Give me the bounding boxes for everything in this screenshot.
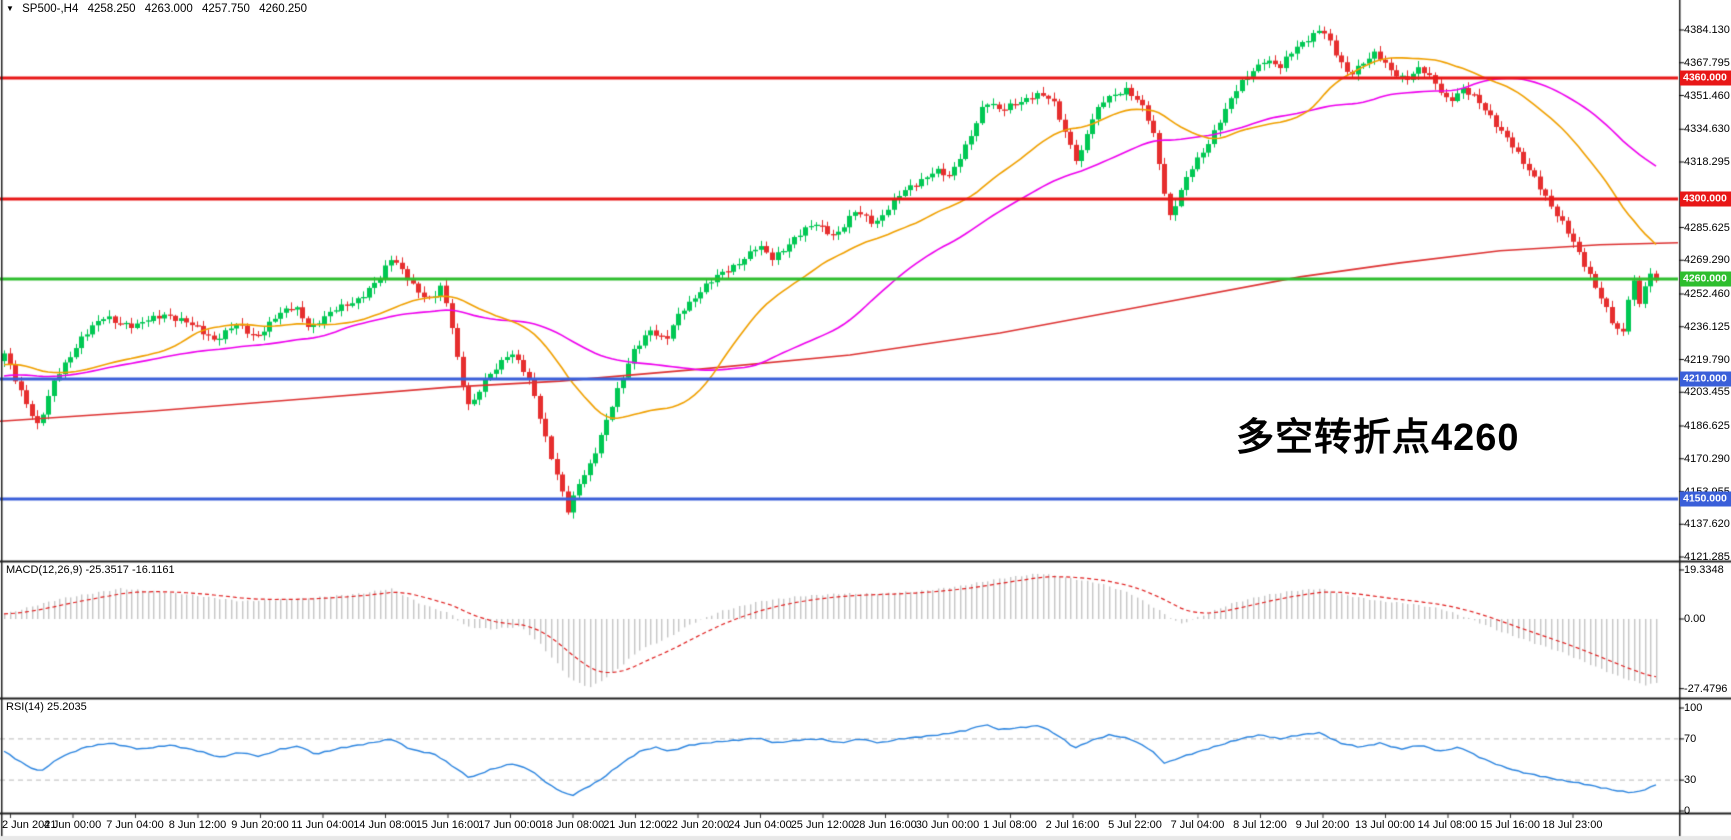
symbol-timeframe: SP500-,H4 [22,3,79,15]
time-tick-label: 30 Jun 00:00 [915,819,980,831]
price-level-badge: 4360.000 [1680,70,1731,86]
ohlc-close: 4260.250 [259,3,308,15]
price-tick: 4269.290 [1684,254,1730,267]
time-tick-label: 14 Jul 08:00 [1417,819,1478,831]
time-tick-label: 2 Jul 16:00 [1045,819,1100,831]
chart-annotation-text: 多空转折点4260 [1236,417,1520,459]
chart-title-bar: ▼ SP500-,H4 4258.250 4263.000 4257.750 4… [6,3,313,15]
time-tick-label: 8 Jun 12:00 [168,819,227,831]
time-tick-label: 15 Jul 16:00 [1480,819,1540,831]
time-tick-label: 25 Jun 12:00 [790,819,855,831]
ohlc-open: 4258.250 [87,3,136,15]
time-tick-label: 4 Jun 00:00 [43,819,102,831]
price-tick: 4170.290 [1684,452,1730,465]
price-tick: 4285.625 [1684,221,1730,234]
time-tick-label: 14 Jun 08:00 [353,819,417,831]
time-tick-label: 8 Jul 12:00 [1233,819,1287,831]
symbol-dropdown-icon[interactable]: ▼ [6,4,14,13]
price-tick: 4334.630 [1684,123,1730,136]
price-tick: 4121.285 [1684,551,1730,563]
time-tick-label: 2 Jun 2021 [2,819,57,831]
price-tick: 4186.625 [1684,419,1730,432]
time-tick-label: 13 Jul 00:00 [1355,819,1415,831]
time-tick-label: 7 Jun 04:00 [106,819,164,831]
macd-indicator-label: MACD(12,26,9) -25.3517 -16.1161 [6,564,175,576]
price-tick: 4318.295 [1684,155,1730,168]
time-tick-label: 18 Jul 23:00 [1542,819,1603,831]
ohlc-high: 4263.000 [144,3,193,15]
price-level-badge: 4300.000 [1680,191,1731,207]
time-tick-label: 9 Jul 20:00 [1295,819,1350,831]
price-level-badge: 4210.000 [1680,371,1731,387]
time-tick-label: 11 Jun 04:00 [291,819,354,831]
time-tick-label: 22 Jun 20:00 [665,819,730,831]
time-tick-label: 18 Jun 08:00 [540,819,605,831]
price-tick: 4137.620 [1684,518,1730,531]
time-tick-label: 5 Jul 22:00 [1108,819,1162,831]
rsi-tick: 100 [1684,702,1703,714]
price-tick: 4384.130 [1684,24,1730,36]
macd-tick: -27.4796 [1684,682,1728,695]
price-tick: 4252.460 [1684,287,1730,300]
time-tick-label: 1 Jul 08:00 [983,819,1037,831]
price-tick: 4203.455 [1684,386,1730,399]
price-tick: 4219.790 [1684,353,1730,366]
time-tick-label: 24 Jun 04:00 [728,819,792,831]
rsi-indicator-label: RSI(14) 25.2035 [6,701,87,713]
rsi-tick: 70 [1684,732,1697,745]
price-tick: 4367.795 [1684,56,1730,69]
rsi-tick: 30 [1684,774,1697,787]
price-tick: 4236.125 [1684,320,1730,333]
price-tick: 4351.460 [1684,89,1730,102]
ohlc-low: 4257.750 [201,3,250,15]
macd-tick: 0.00 [1684,613,1706,625]
time-tick-label: 28 Jun 16:00 [853,819,917,831]
time-tick-label: 21 Jun 12:00 [603,819,667,831]
macd-tick: 19.3348 [1684,563,1724,576]
price-level-badge: 4150.000 [1680,491,1731,507]
rsi-tick: 0 [1684,805,1691,817]
price-level-badge: 4260.000 [1680,271,1731,287]
time-tick-label: 17 Jun 00:00 [478,819,542,831]
time-tick-label: 9 Jun 20:00 [231,819,289,831]
time-tick-label: 15 Jun 16:00 [415,819,480,831]
time-tick-label: 7 Jul 04:00 [1170,819,1225,831]
